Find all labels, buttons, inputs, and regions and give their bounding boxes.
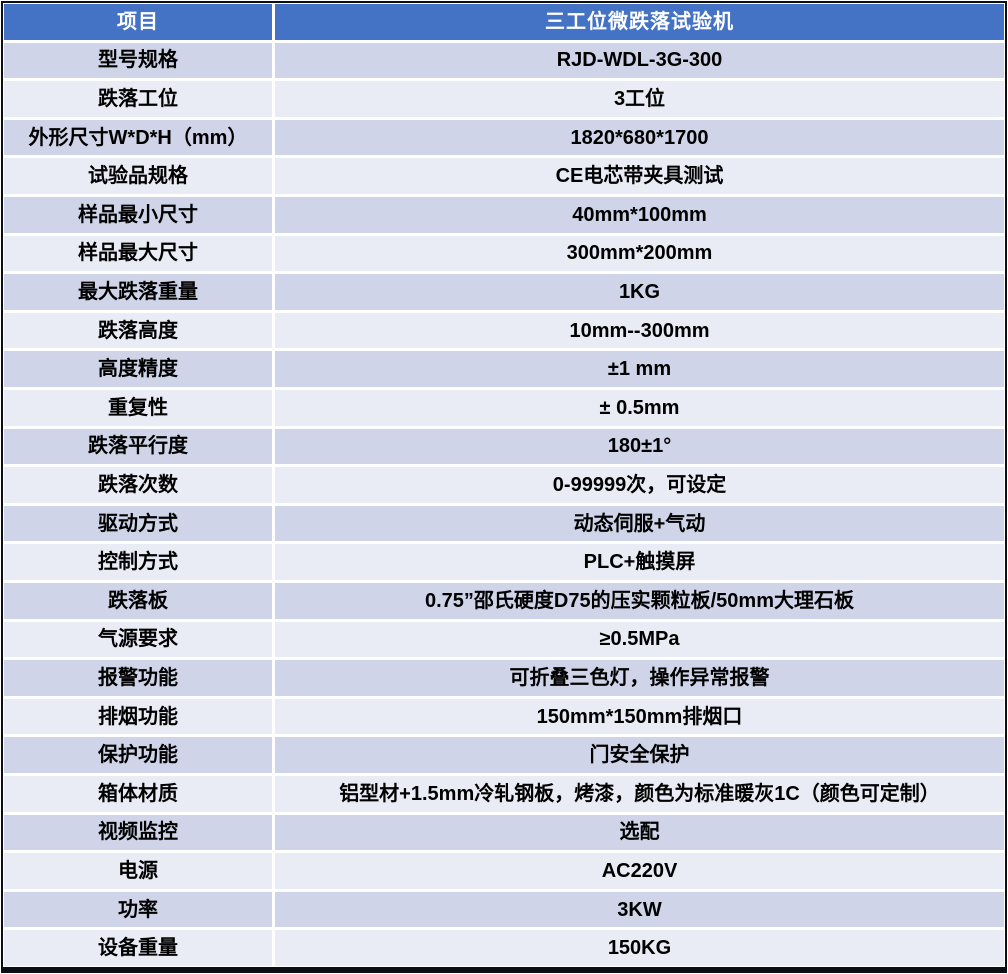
spec-row-label: 驱动方式 [4,505,272,542]
spec-row-label: 样品最小尺寸 [4,196,272,233]
spec-row-value: ≥0.5MPa [275,621,1004,658]
spec-row-label: 保护功能 [4,737,272,773]
spec-row-value: 150mm*150mm排烟口 [275,698,1004,735]
spec-row-value: 3工位 [275,81,1004,117]
spec-row-value: PLC+触摸屏 [275,544,1004,580]
spec-row-value: 300mm*200mm [275,235,1004,272]
spec-row-label: 设备重量 [4,930,272,966]
spec-row-value: ± 0.5mm [275,389,1004,426]
spec-row-label: 跌落高度 [4,312,272,349]
spec-row-value: 0-99999次，可设定 [275,467,1004,503]
spec-row-value: 10mm--300mm [275,312,1004,349]
spec-row-value: 0.75”邵氏硬度D75的压实颗粒板/50mm大理石板 [275,582,1004,619]
spec-row-label: 型号规格 [4,42,272,79]
spec-row-label: 最大跌落重量 [4,274,272,310]
spec-row-label: 跌落板 [4,582,272,619]
spec-row-value: CE电芯带夹具测试 [275,158,1004,194]
spec-row-label: 高度精度 [4,351,272,387]
spec-row-value: 180±1° [275,428,1004,465]
spec-row-label: 重复性 [4,389,272,426]
spec-row-value: RJD-WDL-3G-300 [275,42,1004,79]
spec-table: 项目 三工位微跌落试验机 型号规格 RJD-WDL-3G-300 跌落工位 3工… [4,4,1004,966]
spec-row-label: 控制方式 [4,544,272,580]
spec-row-value: 1KG [275,274,1004,310]
spec-row-label: 外形尺寸W*D*H（mm） [4,119,272,156]
spec-row-value: 选配 [275,814,1004,851]
spec-row-label: 跌落工位 [4,81,272,117]
spec-row-label: 电源 [4,853,272,889]
spec-row-value: 铝型材+1.5mm冷轧钢板，烤漆，颜色为标准暖灰1C（颜色可定制） [275,775,1004,812]
spec-row-label: 功率 [4,891,272,928]
spec-row-value: ±1 mm [275,351,1004,387]
table-header-item-column: 项目 [4,4,272,40]
spec-row-label: 视频监控 [4,814,272,851]
spec-row-label: 报警功能 [4,660,272,696]
spec-row-label: 跌落平行度 [4,428,272,465]
spec-row-label: 试验品规格 [4,158,272,194]
spec-row-value: 3KW [275,891,1004,928]
table-header-machine-title: 三工位微跌落试验机 [275,4,1004,40]
spec-row-value: 可折叠三色灯，操作异常报警 [275,660,1004,696]
spec-row-label: 气源要求 [4,621,272,658]
spec-row-value: 150KG [275,930,1004,966]
spec-row-value: AC220V [275,853,1004,889]
spec-row-label: 跌落次数 [4,467,272,503]
spec-row-label: 箱体材质 [4,775,272,812]
spec-row-value: 40mm*100mm [275,196,1004,233]
spec-row-label: 排烟功能 [4,698,272,735]
spec-row-value: 动态伺服+气动 [275,505,1004,542]
spec-row-label: 样品最大尺寸 [4,235,272,272]
spec-row-value: 门安全保护 [275,737,1004,773]
spec-row-value: 1820*680*1700 [275,119,1004,156]
